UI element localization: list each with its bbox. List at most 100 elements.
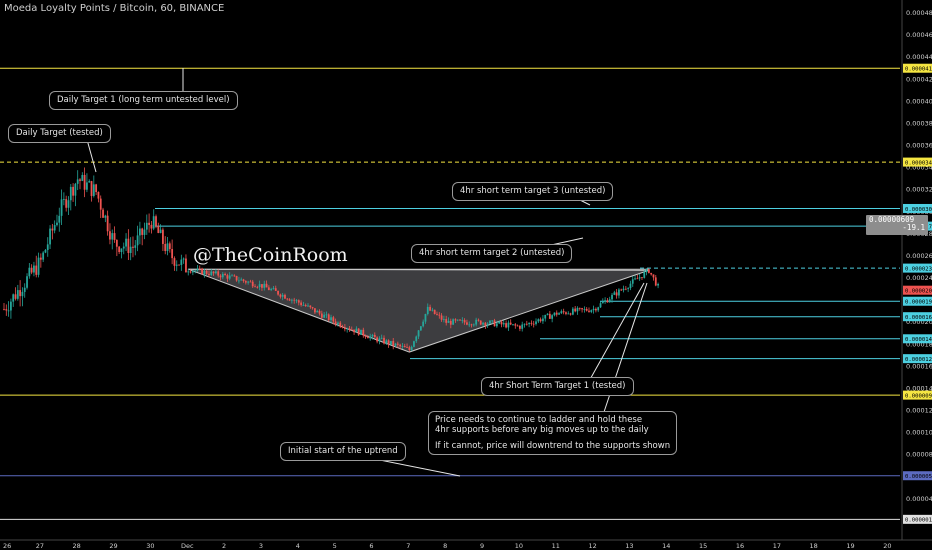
candle-body: [551, 315, 554, 319]
candle-body: [366, 337, 369, 339]
candle-body: [355, 328, 358, 333]
candle-body: [548, 313, 551, 319]
candle-body: [654, 277, 657, 286]
current-price-box[interactable]: 0.00000609 -19.1: [866, 215, 928, 235]
candle-body: [445, 319, 448, 323]
callout-daily-target-1[interactable]: Daily Target 1 (long term untested level…: [49, 91, 238, 110]
price-label-text: 0.00000998: [905, 393, 932, 399]
price-label-box: [903, 334, 932, 344]
candle-body: [327, 314, 330, 321]
candle-body: [219, 275, 222, 278]
price-label-text: 0.00002009: [905, 288, 932, 294]
candle-body: [33, 265, 35, 273]
candle-body: [51, 228, 54, 231]
x-tick-label: 7: [406, 542, 410, 550]
candle-body: [604, 300, 607, 302]
callout-uptrend-start[interactable]: Initial start of the uptrend: [280, 442, 406, 461]
candle-body: [238, 280, 240, 282]
candle-body: [500, 321, 503, 325]
candle-body: [221, 273, 224, 278]
candle-body: [138, 228, 141, 236]
callout-ladder-note[interactable]: Price needs to continue to ladder and ho…: [428, 411, 678, 455]
candle-body: [553, 312, 556, 316]
candle-body: [132, 246, 134, 248]
candle-body: [72, 186, 74, 196]
candle-body: [456, 319, 459, 321]
candle-body: [392, 341, 395, 346]
candle-body: [493, 320, 496, 327]
candle-body: [293, 299, 296, 301]
candle-body: [79, 179, 81, 181]
price-label-box: [903, 285, 932, 295]
candle-body: [194, 270, 197, 272]
candle-body: [528, 322, 531, 325]
y-tick-label: 0.00020000: [906, 318, 932, 326]
callout-4hr-target-1[interactable]: 4hr Short Term Target 1 (tested): [481, 377, 634, 396]
candle-body: [512, 324, 514, 326]
candle-body: [502, 323, 505, 325]
candle-body: [141, 228, 144, 235]
candle-body: [83, 174, 86, 190]
candle-body: [571, 308, 574, 315]
callout-4hr-target-3[interactable]: 4hr short term target 3 (untested): [452, 182, 614, 201]
y-tick-label: 0.00038000: [906, 119, 932, 127]
candle-body: [270, 289, 273, 291]
candle-body: [148, 222, 150, 225]
candle-body: [484, 322, 487, 326]
candle-body: [362, 329, 365, 336]
candle-body: [507, 322, 510, 328]
x-tick-label: 28: [73, 542, 81, 550]
candle-body: [408, 347, 411, 351]
candle-body: [652, 274, 655, 278]
y-tick-label: 0.00010000: [906, 429, 932, 437]
candle-body: [521, 324, 524, 329]
candle-body: [576, 307, 579, 312]
x-tick-label: 8: [443, 542, 447, 550]
candle-body: [281, 294, 284, 297]
candle-body: [95, 184, 98, 193]
candle-body: [240, 279, 243, 281]
candle-body: [62, 199, 65, 200]
candle-body: [638, 277, 641, 279]
candle-body: [627, 288, 630, 289]
price-label-box: [903, 514, 932, 524]
symbol-header[interactable]: Moeda Loyalty Points / Bitcoin, 60, BINA…: [4, 3, 225, 14]
candle-body: [217, 271, 220, 276]
candle-body: [67, 200, 70, 208]
candle-body: [509, 322, 512, 325]
candle-body: [449, 320, 452, 325]
callout-4hr-target-2[interactable]: 4hr short term target 2 (untested): [411, 244, 573, 263]
candle-body: [81, 174, 84, 181]
candle-body: [173, 258, 176, 266]
candle-body: [624, 288, 627, 290]
candle-body: [466, 322, 468, 325]
x-tick-label: 9: [480, 542, 484, 550]
candle-body: [620, 289, 623, 291]
candle-body: [569, 313, 572, 315]
candle-body: [316, 310, 319, 313]
candle-body: [191, 270, 194, 273]
x-tick-label: 14: [662, 542, 670, 550]
candle-body: [560, 311, 563, 314]
candle-body: [558, 313, 560, 315]
candle-body: [258, 284, 261, 288]
candle-body: [102, 209, 104, 218]
candle-body: [567, 313, 570, 315]
candle-body: [60, 199, 63, 216]
candle-body: [629, 283, 632, 289]
candle-body: [249, 281, 252, 283]
candle-body: [152, 216, 155, 229]
candle-body: [546, 313, 549, 315]
x-tick-label: 4: [296, 542, 300, 550]
candle-body: [636, 278, 639, 280]
x-tick-label: 5: [333, 542, 337, 550]
callout-daily-target-tested[interactable]: Daily Target (tested): [8, 124, 111, 143]
candle-body: [385, 340, 388, 344]
candle-body: [525, 323, 528, 325]
price-label-box: [903, 203, 932, 213]
candle-body: [198, 268, 201, 270]
candle-body: [10, 301, 12, 311]
candle-body: [256, 286, 259, 288]
candle-body: [505, 323, 507, 328]
